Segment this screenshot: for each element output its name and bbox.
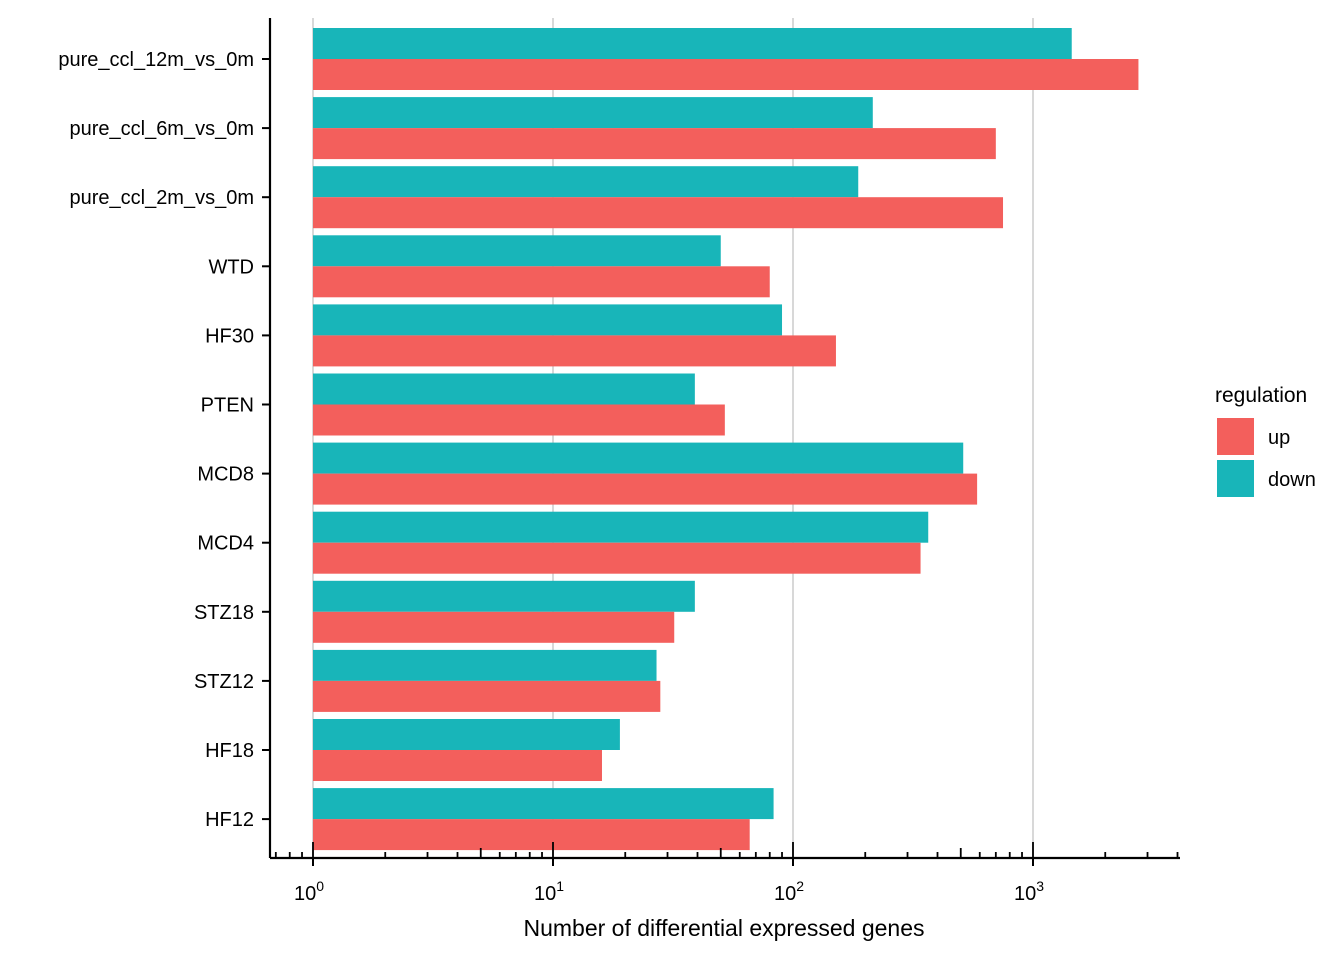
bar-down-MCD8 xyxy=(313,442,964,474)
x-tick-label-1: 101 xyxy=(534,878,564,905)
category-label: pure_ccl_6m_vs_0m xyxy=(69,118,254,140)
bar-down-HF12 xyxy=(313,788,774,820)
bars xyxy=(313,28,1139,851)
category-label: HF30 xyxy=(205,325,254,347)
category-label: STZ18 xyxy=(194,602,254,624)
bar-up-MCD8 xyxy=(313,473,978,505)
category-label: pure_ccl_12m_vs_0m xyxy=(58,49,254,71)
axes xyxy=(262,18,1180,866)
bar-up-HF12 xyxy=(313,819,750,851)
bar-up-HF30 xyxy=(313,335,836,367)
x-tick-label-0: 100 xyxy=(294,878,324,905)
category-label: PTEN xyxy=(201,395,254,417)
bar-down-pure_ccl_6m_vs_0m xyxy=(313,97,873,129)
bar-down-pure_ccl_12m_vs_0m xyxy=(313,28,1072,59)
bar-down-WTD xyxy=(313,235,721,267)
category-label: HF12 xyxy=(205,809,254,831)
category-label: MCD8 xyxy=(197,464,254,486)
legend-swatch-down xyxy=(1217,460,1254,497)
bar-up-MCD4 xyxy=(313,542,921,574)
bar-down-HF30 xyxy=(313,304,783,336)
category-label: WTD xyxy=(208,256,254,278)
legend: regulation up down xyxy=(1215,384,1316,497)
bar-up-STZ18 xyxy=(313,611,675,643)
bar-down-PTEN xyxy=(313,373,695,405)
bar-up-WTD xyxy=(313,266,770,298)
category-label: MCD4 xyxy=(197,533,254,555)
legend-swatch-up xyxy=(1217,418,1254,455)
bar-up-STZ12 xyxy=(313,680,661,712)
bar-down-MCD4 xyxy=(313,511,929,543)
bar-up-HF18 xyxy=(313,750,602,781)
x-axis-title: Number of differential expressed genes xyxy=(523,915,924,941)
legend-label-up: up xyxy=(1268,427,1290,449)
bar-down-STZ12 xyxy=(313,649,657,681)
category-label: pure_ccl_2m_vs_0m xyxy=(69,187,254,209)
category-label: HF18 xyxy=(205,740,254,762)
x-tick-labels: 100 101 102 103 xyxy=(294,878,1044,905)
bar-down-pure_ccl_2m_vs_0m xyxy=(313,166,859,198)
bar-down-STZ18 xyxy=(313,580,695,612)
category-label: STZ12 xyxy=(194,671,254,693)
bar-up-pure_ccl_6m_vs_0m xyxy=(313,128,996,160)
bar-down-HF18 xyxy=(313,719,620,750)
x-tick-label-3: 103 xyxy=(1014,878,1044,905)
category-labels: pure_ccl_12m_vs_0m pure_ccl_6m_vs_0m pure_… xyxy=(58,49,254,831)
x-tick-label-2: 102 xyxy=(774,878,804,905)
bar-up-pure_ccl_12m_vs_0m xyxy=(313,59,1139,90)
bar-up-PTEN xyxy=(313,404,725,436)
legend-title: regulation xyxy=(1215,384,1307,407)
legend-label-down: down xyxy=(1268,469,1316,491)
bar-up-pure_ccl_2m_vs_0m xyxy=(313,197,1004,229)
